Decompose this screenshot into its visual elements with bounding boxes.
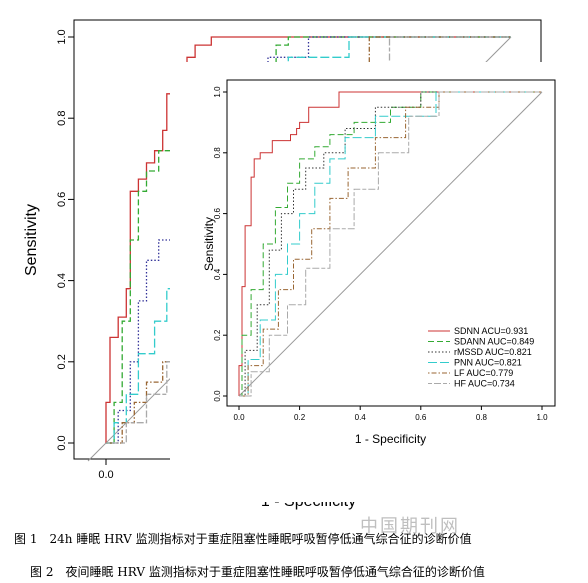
y-tick-label: 0.6 — [213, 207, 222, 219]
y-tick-label: 0.0 — [56, 435, 68, 450]
y-tick-label: 1.0 — [213, 86, 222, 98]
legend-entry: HF AUC=0.734 — [454, 379, 515, 389]
legend-entry: LF AUC=0.779 — [454, 368, 513, 378]
x-tick-label: 0.2 — [294, 413, 306, 422]
roc-curve-lf — [239, 91, 542, 397]
y-axis-title: Sensitivity — [202, 217, 216, 271]
y-tick-label: 0.8 — [56, 111, 68, 126]
roc-curve-sdnn — [105, 36, 511, 443]
legend-entry: rMSSD AUC=0.821 — [454, 347, 532, 357]
figure-2-caption: 图 2 夜间睡眠 HRV 监测指标对于重症阻塞性睡眠呼吸暂停低通气综合征的诊断价… — [30, 565, 485, 579]
watermark-text: 中国期刊网 — [360, 516, 460, 537]
roc-curve-sdnn — [238, 91, 542, 396]
x-tick-label: 0.8 — [476, 413, 488, 422]
y-tick-label: 1.0 — [56, 29, 68, 44]
roc-curve-rmssd — [106, 36, 511, 444]
roc-curve-rmssd — [239, 91, 542, 397]
legend-entry: PNN AUC=0.821 — [454, 358, 522, 368]
y-axis-title: Sensitivity — [23, 204, 40, 276]
y-tick-label: 0.2 — [56, 354, 68, 369]
figure-1-caption: 图 1 24h 睡眠 HRV 监测指标对于重症阻塞性睡眠呼吸暂停低通气综合征的诊… — [14, 532, 472, 546]
roc-curve-pnn — [239, 91, 542, 397]
legend-entry: SDANN AUC=0.849 — [454, 337, 534, 347]
inner-roc-chart: 0.0 0.2 0.4 0.6 0.8 1.0 0.0 0.2 0.4 0.6 0.8 1.0 1 - … — [170, 62, 588, 502]
x-tick-label: 0.0 — [98, 469, 113, 481]
x-tick-label: 0.4 — [355, 413, 367, 422]
x-tick-label: 0.0 — [233, 413, 245, 422]
reference-diagonal — [238, 91, 543, 397]
x-tick-label: 0.6 — [415, 413, 427, 422]
legend-entry: SDNN ACU=0.931 — [454, 326, 528, 336]
y-tick-label: 0.6 — [56, 192, 68, 207]
y-tick-label: 0.0 — [213, 390, 222, 402]
roc-curve-hf — [239, 91, 542, 397]
y-tick-label: 0.4 — [56, 273, 68, 288]
roc-curve-sdann — [106, 36, 511, 444]
y-tick-label: 0.4 — [213, 268, 222, 280]
inset-backdrop — [170, 62, 588, 502]
x-axis-title: 1 - Specificity — [355, 432, 426, 446]
x-tick-label: 1.0 — [536, 413, 548, 422]
plot-frame — [226, 79, 556, 407]
y-tick-label: 0.8 — [213, 147, 222, 159]
y-tick-label: 0.2 — [213, 329, 222, 341]
roc-curve-sdann — [239, 91, 542, 397]
